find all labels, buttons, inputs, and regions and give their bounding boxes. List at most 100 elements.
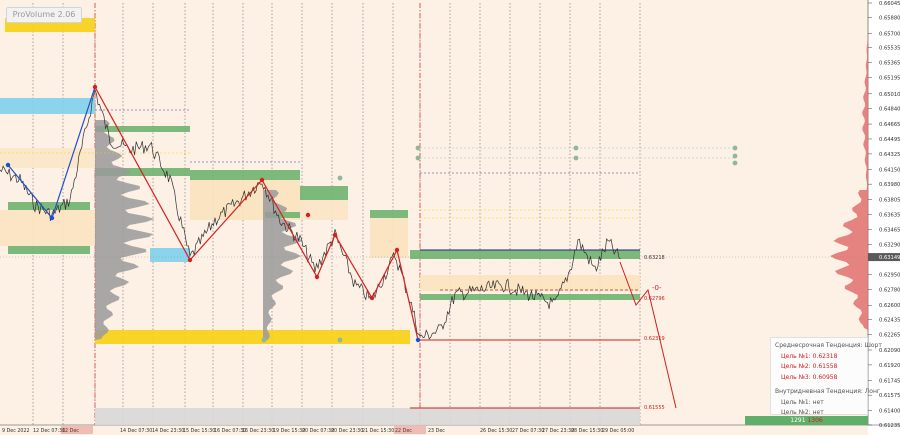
price-series bbox=[0, 88, 621, 340]
x-tick-label: 21 Dec 15:30 bbox=[362, 428, 394, 434]
x-tick-label: 22 Dec bbox=[395, 428, 412, 434]
bottom-stat-1: 1291 bbox=[790, 417, 806, 424]
y-tick-label: 0.65195 bbox=[879, 76, 900, 82]
y-tick-label: 0.63980 bbox=[879, 182, 900, 188]
projection-path bbox=[619, 261, 677, 409]
marker-dot bbox=[732, 145, 738, 151]
x-tick-label: 14 Dec 07:30 bbox=[120, 428, 152, 434]
swing-point bbox=[369, 295, 375, 301]
y-tick-label: 0.65700 bbox=[879, 31, 900, 37]
marker-dot bbox=[732, 153, 738, 159]
intra-target-1: Цель №1: нет bbox=[781, 398, 824, 406]
price-zone bbox=[0, 148, 95, 168]
zone-marker: -0- bbox=[652, 284, 662, 292]
level-label: 0.62796 bbox=[644, 296, 665, 302]
y-tick-label: 0.65535 bbox=[879, 46, 900, 52]
x-tick-label: 29 Dec 05:00 bbox=[602, 428, 634, 434]
level-label: 0.62319 bbox=[644, 336, 665, 342]
swing-point bbox=[49, 215, 55, 221]
price-zone bbox=[150, 248, 190, 262]
y-tick-label: 0.65010 bbox=[879, 92, 900, 98]
intra-target-2: Цель №2: нет bbox=[781, 409, 824, 416]
y-tick-label: 0.63290 bbox=[879, 243, 900, 249]
x-tick-label: 20 Dec 23:30 bbox=[331, 428, 363, 434]
bottom-stats-bar: 1291 1306 bbox=[745, 416, 868, 425]
price-zone bbox=[95, 126, 190, 132]
x-tick-label: 19 Dec 15:30 bbox=[273, 428, 305, 434]
x-tick-label: 27 Dec 07:30 bbox=[512, 428, 544, 434]
y-tick-label: 0.64150 bbox=[879, 167, 900, 173]
price-zone bbox=[190, 170, 300, 180]
swing-point bbox=[415, 337, 421, 343]
swing-point bbox=[394, 247, 400, 253]
bottom-stat-2: 1306 bbox=[807, 417, 823, 424]
mid-target-1: Цель №1: 0.62318 bbox=[781, 352, 838, 360]
y-tick-label: 0.63635 bbox=[879, 212, 900, 218]
price-zone bbox=[8, 246, 90, 254]
swing-point bbox=[314, 274, 320, 280]
price-zone bbox=[370, 210, 408, 218]
swing-point bbox=[187, 257, 193, 263]
y-tick-label: 0.62780 bbox=[879, 287, 900, 293]
x-tick-highlight bbox=[61, 426, 93, 434]
price-zone bbox=[0, 210, 95, 246]
y-tick-label: 0.61575 bbox=[879, 393, 900, 399]
current-price-tag bbox=[868, 253, 900, 262]
level-label: 0.61555 bbox=[644, 405, 665, 411]
marker-dot bbox=[337, 337, 343, 343]
y-tick-label: 0.62265 bbox=[879, 333, 900, 339]
mid-trend-title: Среднесрочная Тенденция: Шорт bbox=[775, 342, 882, 349]
y-tick-label: 0.61235 bbox=[879, 423, 900, 429]
volume-profile bbox=[263, 190, 303, 340]
marker-dot bbox=[415, 155, 421, 161]
price-zone bbox=[95, 330, 410, 344]
y-tick-label: 0.65880 bbox=[879, 15, 900, 21]
y-tick-label: 0.64665 bbox=[879, 122, 900, 128]
price-zone bbox=[410, 250, 640, 259]
indicator-label: ProVolume 2.06 bbox=[6, 7, 82, 23]
swing-point bbox=[305, 212, 311, 218]
x-tick-label: 16 Dec 07:30 bbox=[214, 428, 246, 434]
price-zone bbox=[370, 218, 408, 258]
volume-profile-current bbox=[830, 190, 868, 330]
intra-trend-title: Внутридневная Тенденция: Лонг bbox=[775, 388, 881, 395]
x-tick-label: 12 Dec bbox=[62, 428, 79, 434]
x-tick-label: 14 Dec 23:30 bbox=[152, 428, 184, 434]
price-zone bbox=[8, 202, 90, 210]
price-zone bbox=[95, 408, 640, 425]
swing-point bbox=[259, 177, 265, 183]
zigzag-line bbox=[94, 86, 419, 341]
marker-dot bbox=[732, 160, 738, 166]
mid-target-2: Цель №2: 0.61558 bbox=[781, 363, 838, 370]
y-tick-label: 0.61920 bbox=[879, 363, 900, 369]
y-tick-label: 0.66045 bbox=[879, 1, 900, 7]
marker-dot bbox=[573, 155, 579, 161]
y-tick-label: 0.62600 bbox=[879, 303, 900, 309]
x-tick-highlight bbox=[394, 426, 426, 434]
volume-profile bbox=[95, 120, 155, 340]
trend-panel: Среднесрочная Тенденция: Шорт Цель №1: 0… bbox=[770, 337, 882, 416]
y-tick-label: 0.62435 bbox=[879, 318, 900, 324]
current-price-label: 0.63149 bbox=[879, 255, 900, 261]
marker-dot bbox=[415, 145, 421, 151]
y-tick-label: 0.61400 bbox=[879, 409, 900, 415]
x-tick-label: 15 Dec 15:30 bbox=[183, 428, 215, 434]
y-tick-label: 0.64495 bbox=[879, 137, 900, 143]
y-tick-label: 0.63805 bbox=[879, 198, 900, 204]
swing-point bbox=[92, 84, 98, 90]
x-tick-label: 28 Dec 15:30 bbox=[571, 428, 603, 434]
x-tick-label: 16 Dec 23:30 bbox=[242, 428, 274, 434]
mid-target-3: Цель №3: 0.60958 bbox=[781, 373, 838, 381]
y-tick-label: 0.64840 bbox=[879, 107, 900, 113]
x-tick-label: 27 Dec 23:30 bbox=[542, 428, 574, 434]
swing-point bbox=[5, 162, 11, 168]
price-zone bbox=[420, 275, 640, 291]
y-tick-label: 0.62090 bbox=[879, 348, 900, 354]
marker-dot bbox=[573, 145, 579, 151]
swing-point bbox=[332, 232, 338, 238]
y-tick-label: 0.62950 bbox=[879, 273, 900, 279]
level-label: 0.63218 bbox=[644, 255, 665, 261]
x-tick-label: 23 Dec bbox=[428, 428, 445, 434]
price-axis-background bbox=[868, 0, 900, 435]
